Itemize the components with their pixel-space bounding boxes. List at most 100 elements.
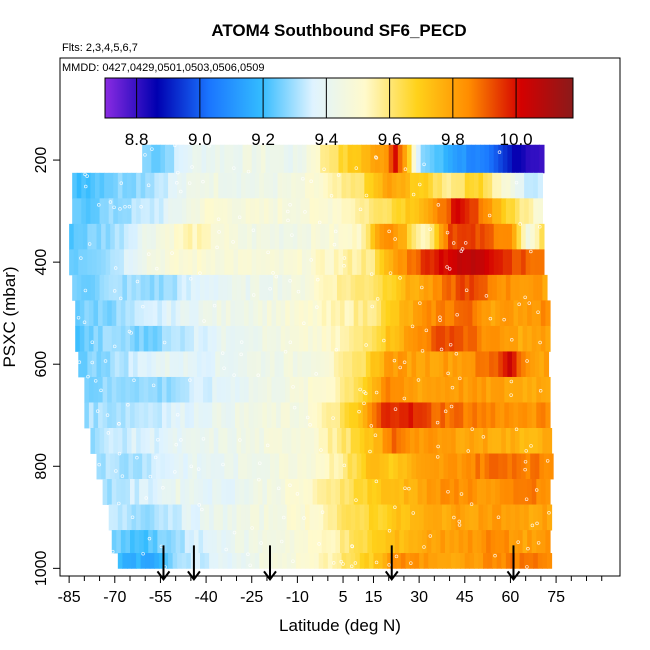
curtain-cell bbox=[478, 504, 484, 531]
curtain-cell bbox=[152, 325, 158, 352]
profile-arrow-head bbox=[506, 570, 521, 582]
curtain-cell bbox=[403, 325, 410, 352]
curtain-cell bbox=[110, 223, 116, 250]
sample-point bbox=[525, 359, 529, 363]
curtain-cell bbox=[379, 223, 385, 250]
curtain-cell bbox=[146, 249, 152, 276]
curtain-cell bbox=[423, 198, 429, 225]
curtain-cell bbox=[346, 198, 352, 225]
curtain-cell bbox=[266, 530, 273, 554]
curtain-cell bbox=[344, 325, 350, 352]
sample-point bbox=[336, 173, 341, 177]
curtain-cell bbox=[460, 172, 466, 199]
sample-point bbox=[334, 348, 339, 352]
curtain-cell bbox=[280, 376, 286, 403]
curtain-cell bbox=[327, 553, 333, 569]
curtain-cell bbox=[102, 402, 108, 429]
curtain-cell bbox=[187, 223, 193, 250]
curtain-cell bbox=[285, 325, 291, 352]
curtain-cell bbox=[428, 504, 434, 531]
sample-point bbox=[524, 497, 529, 501]
curtain-cell bbox=[391, 274, 397, 301]
curtain-cell bbox=[192, 144, 198, 174]
curtain-cell bbox=[274, 144, 280, 174]
curtain-cell bbox=[93, 402, 99, 429]
curtain-cell bbox=[332, 274, 338, 301]
curtain-cell bbox=[324, 144, 330, 174]
curtain-cell bbox=[291, 172, 297, 199]
curtain-cell bbox=[368, 553, 375, 569]
curtain-cell bbox=[481, 530, 487, 554]
curtain-cell bbox=[546, 504, 553, 531]
curtain-cell bbox=[203, 376, 209, 403]
curtain-cell bbox=[276, 300, 282, 327]
sample-point bbox=[103, 359, 108, 363]
curtain-cell bbox=[537, 274, 543, 301]
curtain-cell bbox=[530, 144, 536, 174]
curtain-cell bbox=[355, 553, 361, 569]
sample-point bbox=[538, 225, 542, 229]
curtain-cell bbox=[315, 223, 321, 250]
curtain-cell bbox=[298, 530, 305, 554]
curtain-cell bbox=[413, 300, 419, 327]
curtain-cell bbox=[250, 172, 256, 199]
curtain-cell bbox=[128, 453, 134, 480]
curtain-band bbox=[78, 351, 550, 378]
sample-point bbox=[246, 552, 250, 557]
curtain-cell bbox=[539, 453, 545, 480]
curtain-band bbox=[69, 223, 545, 250]
curtain-cell bbox=[221, 530, 227, 554]
curtain-cell bbox=[448, 144, 454, 174]
curtain-cell bbox=[350, 198, 356, 225]
curtain-cell bbox=[411, 351, 417, 378]
curtain-cell bbox=[480, 249, 486, 276]
curtain-cell bbox=[435, 530, 442, 554]
curtain-cell bbox=[408, 530, 414, 554]
curtain-cell bbox=[370, 223, 376, 250]
curtain-cell bbox=[349, 479, 355, 505]
sample-point bbox=[256, 373, 260, 378]
curtain-cell bbox=[402, 223, 408, 250]
curtain-cell bbox=[139, 530, 145, 554]
curtain-cell bbox=[394, 325, 400, 352]
sample-point bbox=[517, 302, 521, 307]
curtain-cell bbox=[79, 300, 85, 327]
curtain-band bbox=[142, 144, 545, 174]
curtain-cell bbox=[425, 249, 431, 276]
curtain-cell bbox=[200, 274, 206, 301]
curtain-cell bbox=[359, 198, 365, 225]
curtain-cell bbox=[315, 351, 321, 378]
curtain-cell bbox=[390, 376, 396, 403]
curtain-cell bbox=[400, 172, 407, 199]
curtain-cell bbox=[137, 351, 143, 378]
curtain-cell bbox=[330, 300, 337, 327]
curtain-cell bbox=[358, 325, 364, 352]
sample-point bbox=[77, 360, 82, 364]
curtain-cell bbox=[108, 198, 114, 225]
curtain-cell bbox=[370, 351, 376, 378]
curtain-cell bbox=[154, 172, 160, 199]
sample-point bbox=[322, 167, 326, 171]
curtain-cell bbox=[381, 300, 387, 327]
curtain-cell bbox=[125, 479, 131, 505]
curtain-cell bbox=[84, 376, 90, 403]
curtain-cell bbox=[338, 249, 344, 276]
curtain-cell bbox=[289, 402, 295, 429]
curtain-band bbox=[72, 198, 543, 225]
curtain-cell bbox=[244, 479, 250, 505]
sample-point bbox=[196, 467, 201, 471]
curtain-cell bbox=[189, 325, 195, 352]
curtain-cell bbox=[463, 530, 469, 554]
curtain-cell bbox=[484, 144, 490, 174]
curtain-cell bbox=[186, 504, 192, 531]
curtain-cell bbox=[431, 479, 437, 505]
sample-point bbox=[435, 420, 440, 425]
curtain-cell bbox=[524, 553, 530, 569]
curtain-cell bbox=[239, 402, 245, 429]
sample-point bbox=[493, 553, 497, 558]
sample-point bbox=[457, 519, 462, 524]
curtain-cell bbox=[266, 325, 273, 352]
curtain-cell bbox=[283, 144, 289, 174]
curtain-cell bbox=[492, 553, 498, 569]
curtain-cell bbox=[171, 325, 177, 352]
